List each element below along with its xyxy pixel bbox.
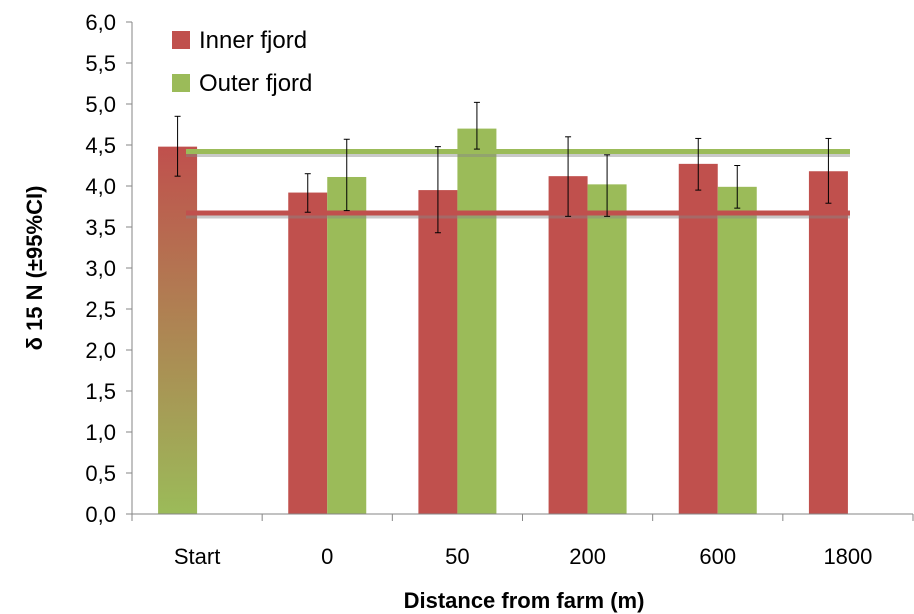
y-axis-title: δ 15 N (±95%CI) xyxy=(22,186,47,351)
y-tick-label: 0,5 xyxy=(85,461,116,486)
x-tick-label: 1800 xyxy=(823,544,872,569)
error-bars xyxy=(174,101,832,234)
x-tick-label: 0 xyxy=(321,544,333,569)
y-tick-labels: 0,0 0,5 1,0 1,5 2,0 2,5 3,0 3,5 4,0 4,5 5,0 5,5 6,0 xyxy=(85,10,116,527)
y-tick-label: 0,0 xyxy=(85,502,116,527)
bar-0-3 xyxy=(548,176,588,514)
y-tick-label: 4,0 xyxy=(85,174,116,199)
y-tick-label: 1,0 xyxy=(85,420,116,445)
x-tick-labels: Start 0 50 200 600 1800 xyxy=(174,544,873,569)
bar-1-3 xyxy=(587,184,627,515)
y-tick-label: 3,5 xyxy=(85,215,116,240)
y-tick-label: 2,0 xyxy=(85,338,116,363)
y-tick-label: 2,5 xyxy=(85,297,116,322)
bar-0-2 xyxy=(418,190,458,514)
legend-label-outer-fjord: Outer fjord xyxy=(199,70,312,97)
x-axis-title: Distance from farm (m) xyxy=(404,588,645,613)
y-tick-label: 5,0 xyxy=(85,92,116,117)
y-tick-label: 3,0 xyxy=(85,256,116,281)
bars xyxy=(158,128,848,515)
x-tick-label: Start xyxy=(174,544,220,569)
bar-0-1 xyxy=(288,192,328,514)
x-tick-label: 50 xyxy=(445,544,469,569)
bar-1-2 xyxy=(457,128,497,514)
bar-1-4 xyxy=(717,186,757,514)
legend-swatch-outer-fjord xyxy=(172,74,190,92)
bar-0-0 xyxy=(158,146,198,514)
y-tick-label: 1,5 xyxy=(85,379,116,404)
axes xyxy=(126,21,914,521)
legend-label-inner-fjord: Inner fjord xyxy=(199,27,307,54)
y-tick-label: 5,5 xyxy=(85,51,116,76)
x-tick-label: 600 xyxy=(699,544,736,569)
bar-0-5 xyxy=(808,171,848,515)
x-tick-label: 200 xyxy=(569,544,606,569)
y-tick-label: 6,0 xyxy=(85,10,116,35)
bar-1-1 xyxy=(327,176,367,515)
legend: Inner fjord Outer fjord xyxy=(172,27,312,97)
y-tick-label: 4,5 xyxy=(85,133,116,158)
reference-lines xyxy=(186,149,850,219)
legend-swatch-inner-fjord xyxy=(172,31,190,49)
bar-0-4 xyxy=(678,163,718,515)
